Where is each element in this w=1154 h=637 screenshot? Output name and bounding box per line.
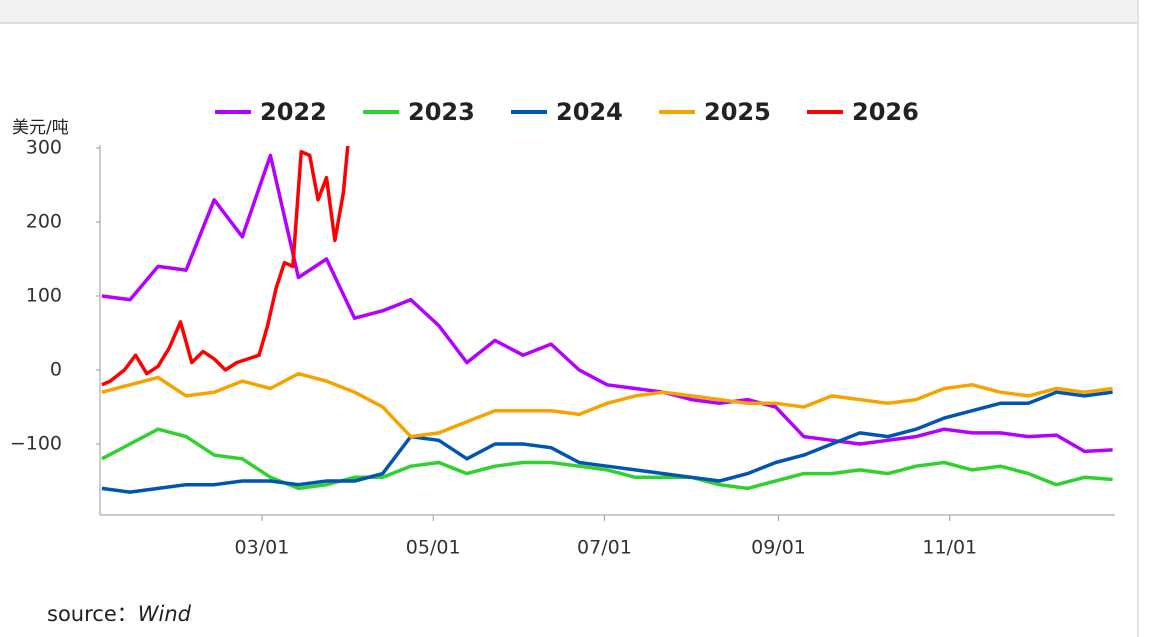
legend-label: 2022 <box>260 98 327 126</box>
x-tick-label: 05/01 <box>406 537 461 559</box>
y-axis-label: 美元/吨 <box>12 118 69 138</box>
legend-label: 2024 <box>556 98 623 126</box>
y-tick-label: −100 <box>10 433 62 455</box>
series-line <box>101 427 1113 491</box>
y-tick-label: 300 <box>26 137 62 159</box>
x-tick-label: 11/01 <box>922 537 977 559</box>
panel-border <box>1137 0 1139 637</box>
source-name: Wind <box>137 602 191 626</box>
x-tick-label: 03/01 <box>235 537 290 559</box>
source-label: source： <box>47 602 138 626</box>
x-tick-label: 07/01 <box>577 537 632 559</box>
y-tick-label: 0 <box>50 359 62 381</box>
series-line <box>102 133 372 385</box>
legend-label: 2026 <box>852 98 919 126</box>
legend-label: 2025 <box>704 98 771 126</box>
header-bar <box>0 0 1138 24</box>
y-tick-label: 200 <box>26 211 62 233</box>
y-tick-label: 100 <box>26 285 62 307</box>
series-line <box>101 371 1113 439</box>
source: source：Wind <box>47 598 191 628</box>
series-line <box>101 390 1113 494</box>
series-line <box>101 153 1113 454</box>
legend-label: 2023 <box>408 98 475 126</box>
x-tick-label: 09/01 <box>751 537 806 559</box>
